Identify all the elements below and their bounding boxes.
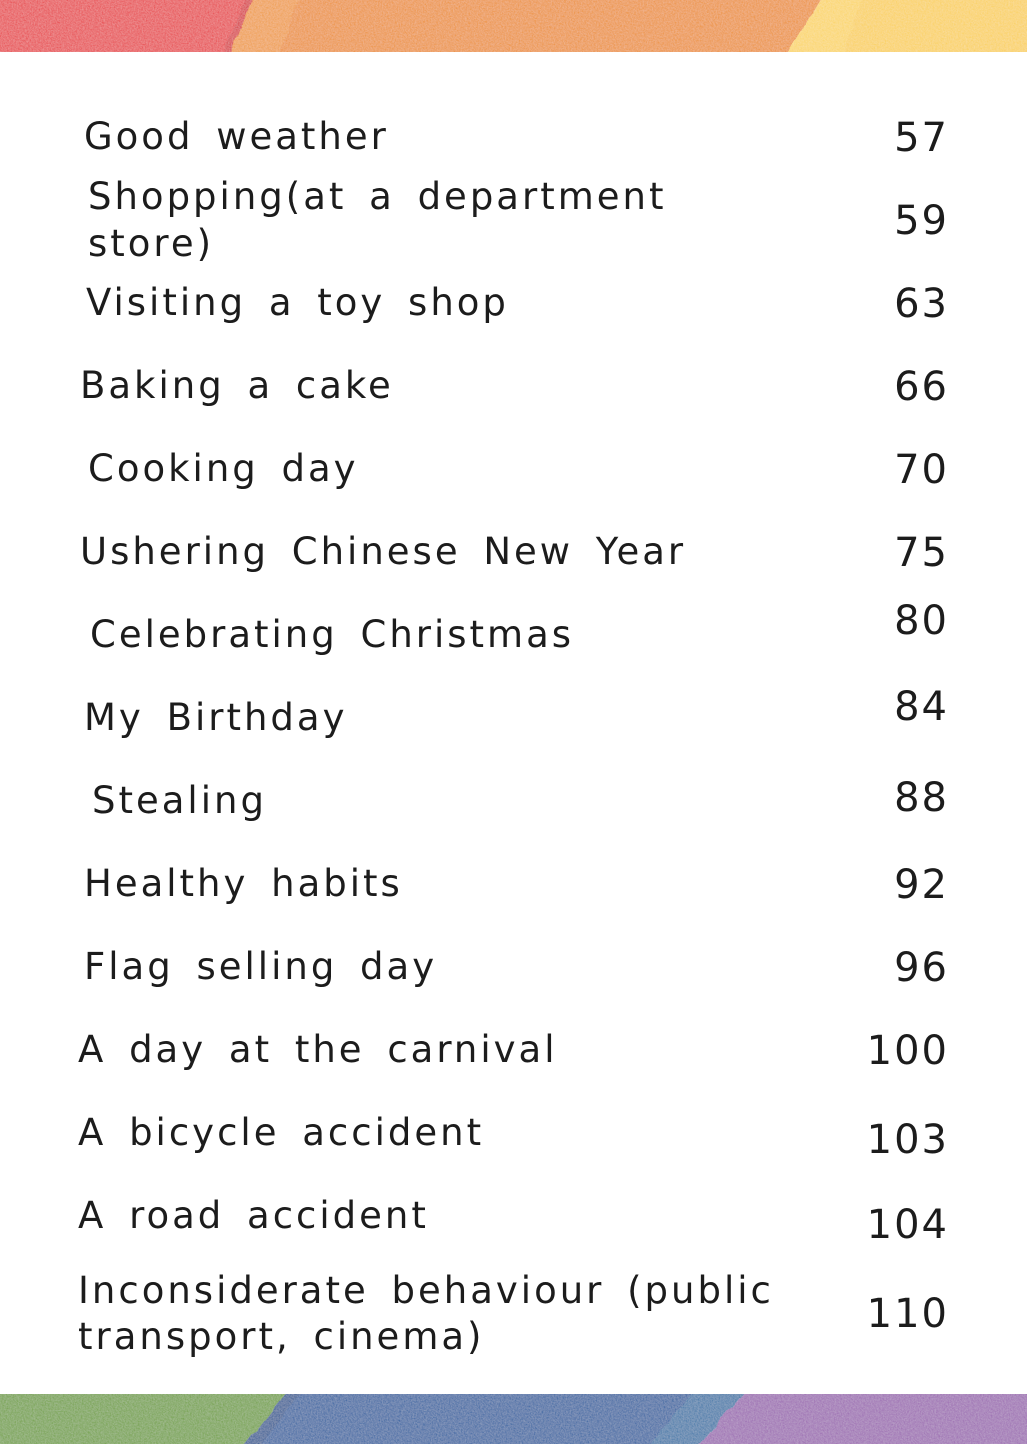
rainbow-border-bottom (0, 1394, 1027, 1444)
toc-entry-page: 110 (866, 1291, 949, 1337)
toc-entry-title: A bicycle accident (78, 1111, 485, 1155)
toc-entry-page: 66 (894, 363, 949, 410)
top-border-orange-wash (230, 0, 299, 52)
toc-entry: A bicycle accident 103 (78, 1092, 949, 1175)
toc-entry-page: 92 (894, 861, 949, 908)
toc-entry: Stealing 88 (78, 760, 949, 843)
toc-entry-title: My Birthday (84, 696, 348, 740)
toc-entry-page: 104 (866, 1201, 949, 1248)
bottom-border-purple-stripe (697, 1394, 1027, 1444)
toc-entry: Inconsiderate behaviour (public transpor… (78, 1258, 949, 1370)
toc-entry-page: 75 (894, 529, 949, 576)
bottom-border-blue-stripe (243, 1394, 741, 1444)
top-border-yellow-wash (786, 0, 861, 52)
toc-entry: My Birthday 84 (78, 677, 949, 760)
toc-entry: A day at the carnival 100 (78, 1009, 949, 1092)
toc-entry-title: Baking a cake (80, 364, 394, 408)
toc-entry-title: Celebrating Christmas (90, 613, 575, 657)
toc-entry-title: Good weather (84, 115, 389, 159)
bottom-border-green-blue-overlap (243, 1394, 297, 1444)
toc-entry-title: A day at the carnival (78, 1028, 558, 1072)
toc-entry-page: 59 (894, 197, 949, 244)
toc-entry-page: 70 (894, 446, 949, 493)
toc-entry-page: 57 (894, 114, 949, 161)
toc-entry: Ushering Chinese New Year 75 (78, 511, 949, 594)
toc-entry-page: 103 (866, 1116, 949, 1163)
toc-entry-title: Shopping(at a department store) (88, 175, 667, 265)
toc-entry-title: Inconsiderate behaviour (public transpor… (78, 1268, 774, 1358)
bottom-border-green-stripe (0, 1394, 282, 1444)
top-border-red-orange-overlap (222, 0, 251, 52)
toc-entry: Cooking day 70 (78, 428, 949, 511)
toc-entry-page: 96 (894, 944, 949, 991)
toc-entry-title: Visiting a toy shop (86, 281, 509, 325)
toc-list: Good weather 57 Shopping(at a department… (0, 52, 1027, 1394)
toc-entry: Baking a cake 66 (78, 345, 949, 428)
toc-entry: Visiting a toy shop 63 (78, 262, 949, 345)
toc-entry: Flag selling day 96 (78, 926, 949, 1009)
toc-entry-page: 80 (894, 597, 949, 644)
top-border-orange-stripe (229, 0, 818, 52)
toc-entry: Shopping(at a department store) 59 (78, 175, 949, 264)
toc-entry: Celebrating Christmas 80 (78, 594, 949, 677)
toc-entry-page: 88 (894, 774, 949, 821)
rainbow-border-top (0, 0, 1027, 52)
toc-entry-title: Stealing (92, 779, 267, 823)
toc-entry-page: 84 (894, 683, 949, 730)
toc-entry-title: Healthy habits (84, 862, 403, 906)
toc-entry-title: Flag selling day (84, 945, 438, 989)
toc-entry-title: Cooking day (88, 447, 359, 491)
toc-entry-title: Ushering Chinese New Year (80, 530, 687, 574)
bottom-border-teal-wash (647, 1394, 741, 1444)
toc-entry: A road accident 104 (78, 1175, 949, 1258)
toc-entry: Good weather 57 (78, 96, 949, 179)
toc-entry: Healthy habits 92 (78, 843, 949, 926)
toc-entry-page: 63 (894, 280, 949, 327)
top-border-red-stripe (0, 0, 250, 52)
toc-entry-page: 100 (866, 1027, 949, 1074)
toc-entry-title: A road accident (78, 1194, 429, 1238)
